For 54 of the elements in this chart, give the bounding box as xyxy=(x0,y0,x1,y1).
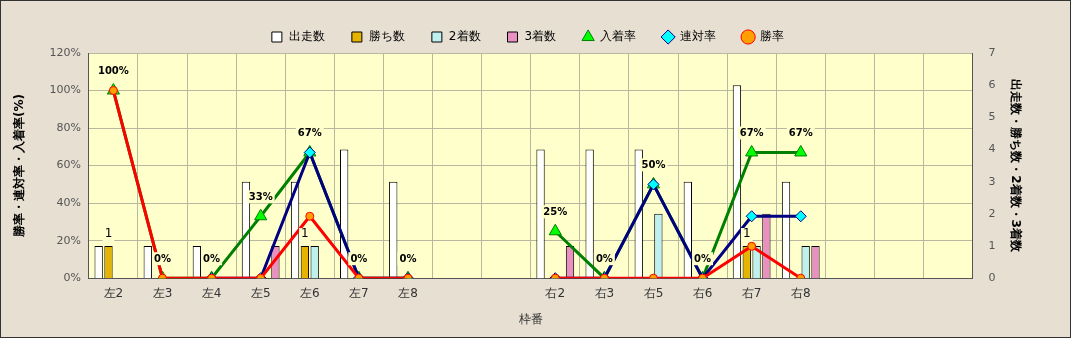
data-label: 0% xyxy=(399,252,417,264)
data-label: 33% xyxy=(248,190,273,202)
legend-label: 入着率 xyxy=(600,29,637,44)
data-label: 0% xyxy=(203,252,221,264)
y-axis-title: 勝率・連対率・入着率(%) xyxy=(12,94,27,239)
data-label: 0% xyxy=(595,252,613,264)
y2-tick-label: 4 xyxy=(988,142,996,156)
data-label: 67% xyxy=(297,127,322,139)
legend-label: 3着数 xyxy=(524,29,557,44)
x-tick-label: 右5 xyxy=(643,285,664,300)
x-tick-label: 右8 xyxy=(790,285,811,300)
y2-tick-label: 1 xyxy=(988,238,996,252)
legend-label: 勝ち数 xyxy=(368,29,405,44)
y-tick-label: 100% xyxy=(49,83,81,97)
data-label: 100% xyxy=(97,65,129,77)
y2-tick-label: 7 xyxy=(988,45,996,59)
data-label: 0% xyxy=(350,252,368,264)
legend-label: 出走数 xyxy=(288,29,325,44)
y-tick-label: 120% xyxy=(49,45,81,59)
x-tick-label: 左8 xyxy=(398,285,418,300)
data-label: 0% xyxy=(154,252,171,264)
data-label: 25% xyxy=(543,205,568,217)
y2-tick-label: 6 xyxy=(988,78,996,92)
y-tick-label: 40% xyxy=(56,195,81,209)
x-tick-label: 左7 xyxy=(349,285,369,300)
x-tick-label: 右6 xyxy=(692,285,713,300)
y-tick-label: 60% xyxy=(56,158,81,172)
x-axis-title: 枠番 xyxy=(517,311,543,326)
x-tick-label: 左5 xyxy=(250,285,271,300)
data-label: 67% xyxy=(788,127,813,139)
data-label: 67% xyxy=(739,127,764,139)
data-label: 1 xyxy=(742,226,751,241)
x-tick-label: 右2 xyxy=(545,285,566,300)
data-label: 50% xyxy=(641,158,666,170)
y-tick-label: 20% xyxy=(56,233,81,247)
x-tick-label: 右3 xyxy=(594,285,615,300)
data-label: 1 xyxy=(104,226,113,241)
legend-label: 勝率 xyxy=(760,29,785,44)
x-tick-label: 左3 xyxy=(152,285,173,300)
legend-label: 2着数 xyxy=(448,29,481,44)
x-tick-label: 左6 xyxy=(299,285,320,300)
x-tick-label: 右7 xyxy=(741,285,762,300)
data-label: 1 xyxy=(301,226,309,241)
y-tick-label: 0% xyxy=(63,271,81,285)
y2-tick-label: 5 xyxy=(988,110,996,124)
x-tick-label: 左4 xyxy=(201,285,222,300)
x-tick-label: 左2 xyxy=(103,285,124,300)
y2-axis-title: 出走数・勝ち数・2着数・3着数 xyxy=(1008,79,1023,253)
y2-tick-label: 0 xyxy=(988,271,996,285)
y2-tick-label: 3 xyxy=(988,174,996,188)
y-tick-label: 80% xyxy=(56,120,81,134)
data-label: 0% xyxy=(694,252,712,264)
y2-tick-label: 2 xyxy=(988,206,996,220)
legend-label: 連対率 xyxy=(680,29,717,44)
